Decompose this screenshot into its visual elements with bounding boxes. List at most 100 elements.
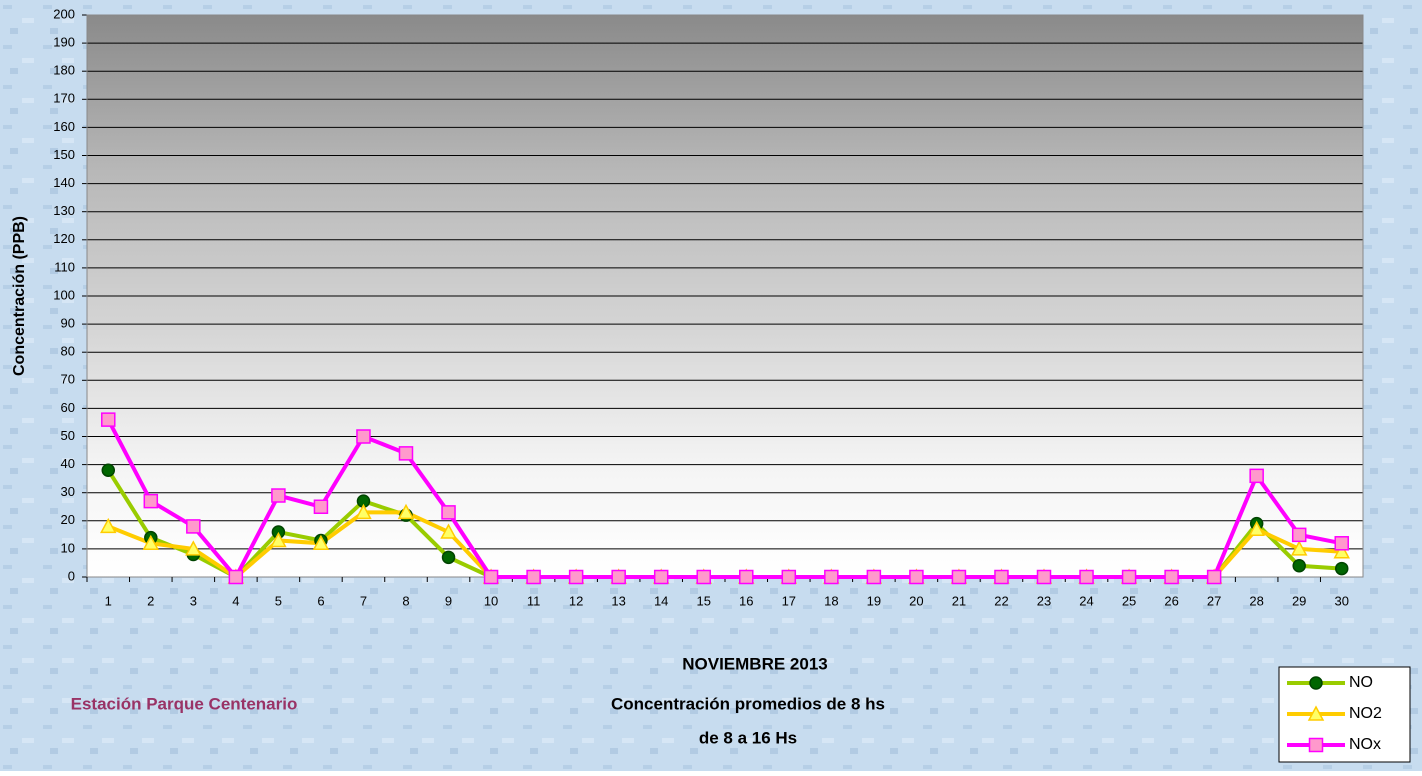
legend-label: NOx: [1349, 736, 1381, 753]
legend-label: NO2: [1349, 705, 1382, 722]
data-point: [1079, 569, 1094, 585]
y-tick-label: 190: [53, 35, 75, 50]
data-point: [994, 569, 1009, 585]
y-tick-label: 130: [53, 203, 75, 218]
data-point: [1292, 559, 1306, 573]
x-tick-label: 4: [232, 593, 239, 608]
data-point: [909, 569, 924, 585]
y-tick-label: 170: [53, 91, 75, 106]
x-tick-label: 21: [952, 593, 966, 608]
data-point: [824, 569, 839, 585]
chart-subtitle: Concentración promedios de 8 hs: [611, 694, 885, 713]
y-tick-label: 120: [53, 231, 75, 246]
data-point: [142, 534, 160, 551]
x-tick-label: 14: [654, 593, 668, 608]
y-tick-label: 20: [61, 512, 75, 527]
y-axis-label: Concentración (PPB): [11, 216, 28, 376]
data-point: [1206, 569, 1222, 585]
data-point: [696, 569, 711, 585]
y-tick-label: 80: [61, 344, 75, 359]
y-tick-label: 70: [61, 372, 75, 387]
x-tick-label: 22: [994, 593, 1008, 608]
data-point: [866, 569, 882, 585]
data-point: [1334, 536, 1349, 551]
y-tick-label: 100: [53, 287, 75, 302]
x-tick-label: 11: [527, 593, 541, 608]
x-tick-label: 5: [275, 593, 282, 608]
data-point: [441, 505, 456, 520]
x-tick-label: 18: [824, 593, 838, 608]
chart-subtitle: de 8 a 16 Hs: [699, 728, 797, 747]
data-point: [1121, 569, 1137, 585]
data-point: [1334, 561, 1349, 576]
data-point: [398, 446, 414, 461]
data-point: [440, 523, 457, 539]
x-tick-label: 15: [696, 593, 710, 608]
data-point: [1248, 520, 1265, 536]
data-point: [228, 569, 244, 585]
y-tick-label: 140: [53, 175, 75, 190]
data-point: [355, 503, 372, 520]
data-point: [739, 569, 754, 585]
data-point: [1333, 543, 1350, 559]
data-point: [1290, 540, 1308, 556]
data-point: [1164, 569, 1179, 585]
x-tick-label: 6: [317, 593, 324, 608]
x-tick-label: 27: [1207, 593, 1221, 608]
data-point: [441, 550, 456, 565]
y-tick-label: 160: [53, 119, 75, 134]
x-tick-label: 28: [1249, 593, 1263, 608]
data-point: [101, 463, 116, 477]
x-tick-label: 13: [611, 593, 625, 608]
x-tick-label: 2: [147, 593, 154, 608]
x-tick-label: 29: [1292, 593, 1306, 608]
data-point: [397, 503, 415, 520]
data-point: [271, 488, 286, 503]
data-point: [312, 534, 330, 551]
data-point: [653, 569, 669, 585]
data-point: [611, 569, 626, 585]
data-point: [483, 569, 499, 585]
x-tick-label: 23: [1037, 593, 1051, 608]
data-point: [568, 569, 584, 585]
y-tick-label: 150: [53, 147, 75, 162]
x-tick-label: 1: [105, 593, 112, 608]
x-tick-label: 7: [360, 593, 367, 608]
x-tick-label: 30: [1334, 593, 1348, 608]
x-tick-label: 9: [445, 593, 452, 608]
y-tick-label: 10: [61, 540, 75, 555]
y-tick-label: 30: [61, 484, 75, 499]
data-point: [781, 569, 797, 585]
x-tick-label: 16: [739, 593, 753, 608]
x-tick-label: 20: [909, 593, 923, 608]
data-point: [1036, 569, 1052, 585]
y-tick-label: 40: [61, 456, 75, 471]
y-tick-label: 180: [53, 63, 75, 78]
y-tick-label: 0: [68, 568, 75, 583]
x-tick-label: 26: [1164, 593, 1178, 608]
legend-marker: [1309, 676, 1323, 690]
data-point: [185, 540, 202, 556]
x-tick-label: 17: [782, 593, 796, 608]
x-tick-label: 25: [1122, 593, 1136, 608]
data-point: [526, 569, 541, 585]
legend-label: NO: [1349, 674, 1373, 691]
x-tick-label: 3: [190, 593, 197, 608]
y-tick-label: 200: [53, 6, 75, 21]
legend-marker: [1307, 705, 1325, 721]
data-point: [356, 429, 371, 444]
legend-marker: [1308, 737, 1324, 753]
x-tick-label: 19: [867, 593, 881, 608]
data-point: [951, 569, 967, 585]
data-point: [101, 412, 116, 427]
chart-title: NOVIEMBRE 2013: [682, 654, 828, 673]
data-point: [313, 499, 329, 514]
data-point: [186, 519, 201, 534]
data-point: [1249, 468, 1264, 484]
data-point: [143, 493, 159, 509]
y-tick-label: 90: [61, 316, 75, 331]
data-point: [1291, 527, 1307, 543]
x-tick-label: 12: [569, 593, 583, 608]
